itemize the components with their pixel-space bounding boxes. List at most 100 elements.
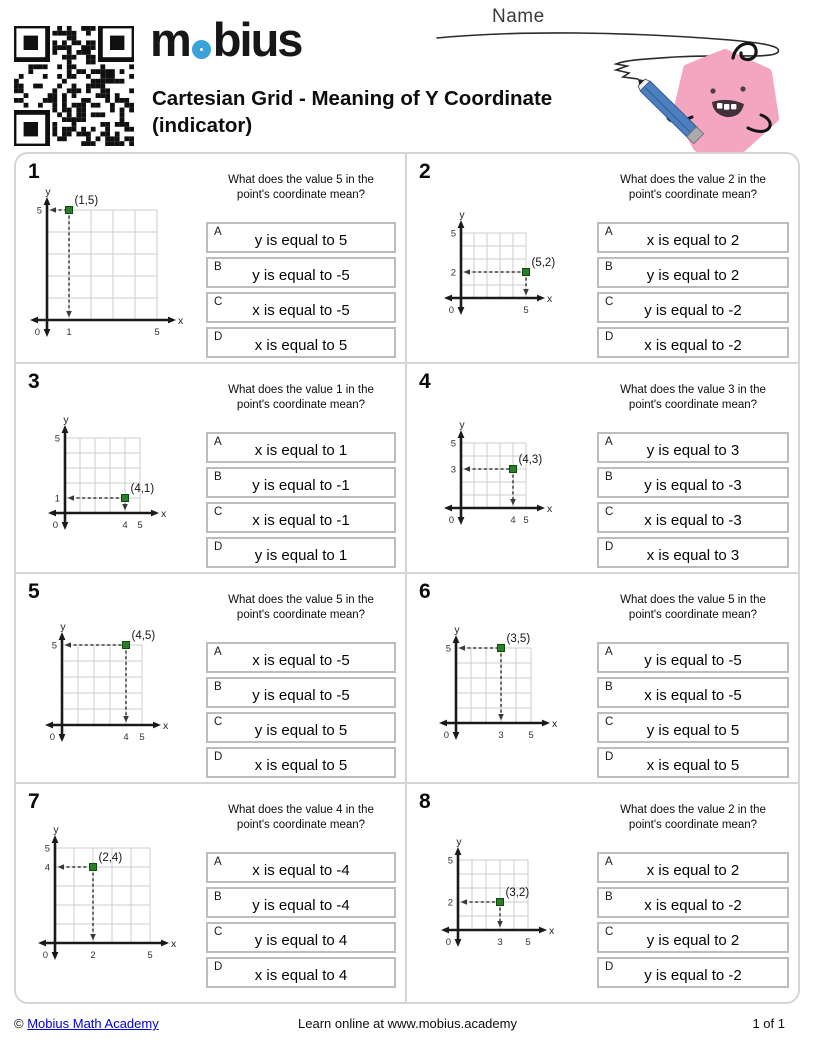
answer-letter: D [605,541,614,553]
pencil-icon [637,78,705,145]
question-number: 2 [419,160,431,183]
answer-letter: C [605,506,614,518]
svg-text:0: 0 [448,515,453,526]
answer-letter: A [214,226,222,238]
svg-text:5: 5 [450,438,455,449]
answer-option[interactable]: B y is equal to -1 [206,467,396,498]
svg-text:y: y [53,824,59,836]
answer-option[interactable]: D x is equal to 3 [597,537,789,568]
answer-text: x is equal to -1 [252,512,350,529]
answer-option[interactable]: B y is equal to -5 [206,257,396,288]
answer-option[interactable]: A y is equal to 3 [597,432,789,463]
coordinate-graph: y x 0 4 5 2 5 (2,4) [24,802,202,988]
question-number: 1 [28,160,40,183]
svg-text:0: 0 [42,950,47,961]
answer-option[interactable]: C y is equal to -2 [597,292,789,323]
answer-option[interactable]: A y is equal to 5 [206,222,396,253]
svg-text:0: 0 [446,937,451,948]
question-number: 7 [28,790,40,813]
answer-option[interactable]: D x is equal to -2 [597,327,789,358]
answer-text: y is equal to -4 [252,897,350,914]
plotted-point [496,898,504,906]
answer-letter: D [214,541,223,553]
answer-letter: D [214,331,223,343]
svg-text:5: 5 [523,515,528,526]
svg-text:x: x [171,938,177,950]
answer-option[interactable]: C x is equal to -5 [206,292,396,323]
question-number: 8 [419,790,431,813]
plotted-point [120,493,129,502]
questions-grid: 1 y x 0 5 1 5 (1,5) What does the value 5 in t… [14,152,800,1004]
svg-text:y: y [459,209,465,221]
svg-text:0: 0 [52,520,57,531]
answer-option[interactable]: A x is equal to -5 [206,642,396,673]
svg-text:y: y [60,621,66,633]
answer-option[interactable]: C y is equal to 4 [206,922,396,953]
answer-option[interactable]: D x is equal to 5 [206,747,396,778]
svg-text:5: 5 [523,305,528,316]
answer-text: x is equal to 4 [254,967,348,984]
mascot-eye-left [710,88,716,94]
answer-letter: C [605,716,614,728]
svg-text:y: y [63,414,69,426]
answer-option[interactable]: C y is equal to 5 [206,712,396,743]
qr-code [14,26,134,146]
question-panel: What does the value 5 in the point's coo… [597,574,789,782]
answer-option[interactable]: A x is equal to 2 [597,222,789,253]
answer-option[interactable]: D x is equal to 5 [597,747,789,778]
mascot-teeth [717,103,737,110]
point-label: (5,2) [531,257,555,269]
answer-option[interactable]: A x is equal to 1 [206,432,396,463]
answer-list: A y is equal to -5 B x is equal to -5 C … [597,642,789,778]
answer-option[interactable]: B x is equal to -2 [597,887,789,918]
answer-text: x is equal to -2 [644,897,742,914]
answer-text: x is equal to -5 [252,652,350,669]
point-label: (1,5) [75,195,99,207]
answer-option[interactable]: D x is equal to 5 [206,327,396,358]
answer-option[interactable]: C y is equal to 2 [597,922,789,953]
worksheet-footer: © Mobius Math Academy Learn online at ww… [0,1016,815,1031]
question-number: 5 [28,580,40,603]
answer-text: y is equal to 2 [646,932,740,949]
answer-letter: B [605,891,613,903]
svg-text:x: x [161,508,167,520]
answer-option[interactable]: B y is equal to -5 [206,677,396,708]
question-panel: What does the value 5 in the point's coo… [206,154,396,362]
answer-option[interactable]: A y is equal to -5 [597,642,789,673]
answer-option[interactable]: C x is equal to -1 [206,502,396,533]
question-panel: What does the value 5 in the point's coo… [206,574,396,782]
plotted-point [496,643,505,652]
answer-text: x is equal to 1 [254,442,348,459]
answer-text: x is equal to 5 [646,757,740,774]
svg-text:4: 4 [44,862,49,873]
graph-svg: y x 0 2 5 3 5 (3,2) [441,836,555,948]
answer-option[interactable]: A x is equal to 2 [597,852,789,883]
svg-text:3: 3 [498,730,503,741]
answer-option[interactable]: B x is equal to -5 [597,677,789,708]
answer-option[interactable]: B y is equal to 2 [597,257,789,288]
answer-option[interactable]: D y is equal to -2 [597,957,789,988]
answer-option[interactable]: D y is equal to 1 [206,537,396,568]
answer-letter: B [214,261,222,273]
answer-letter: A [214,646,222,658]
mobius-academy-link[interactable]: Mobius Math Academy [27,1016,159,1031]
answer-list: A x is equal to 1 B y is equal to -1 C x… [206,432,396,568]
answer-letter: A [605,226,613,238]
answer-option[interactable]: C y is equal to 5 [597,712,789,743]
answer-option[interactable]: A x is equal to -4 [206,852,396,883]
answer-letter: B [214,681,222,693]
coordinate-graph: y x 0 2 5 3 5 (3,2) [415,802,593,988]
answer-option[interactable]: B y is equal to -4 [206,887,396,918]
answer-option[interactable]: C x is equal to -3 [597,502,789,533]
answer-text: y is equal to 5 [254,232,348,249]
answer-option[interactable]: B y is equal to -3 [597,467,789,498]
graph-svg: y x 0 4 5 2 5 (2,4) [37,824,177,961]
svg-text:x: x [178,315,184,327]
answer-text: x is equal to 2 [646,232,740,249]
answer-text: y is equal to 4 [254,932,348,949]
name-underline-scribble [436,32,780,80]
answer-option[interactable]: D x is equal to 4 [206,957,396,988]
logo-text-suffix: bius [212,13,304,66]
